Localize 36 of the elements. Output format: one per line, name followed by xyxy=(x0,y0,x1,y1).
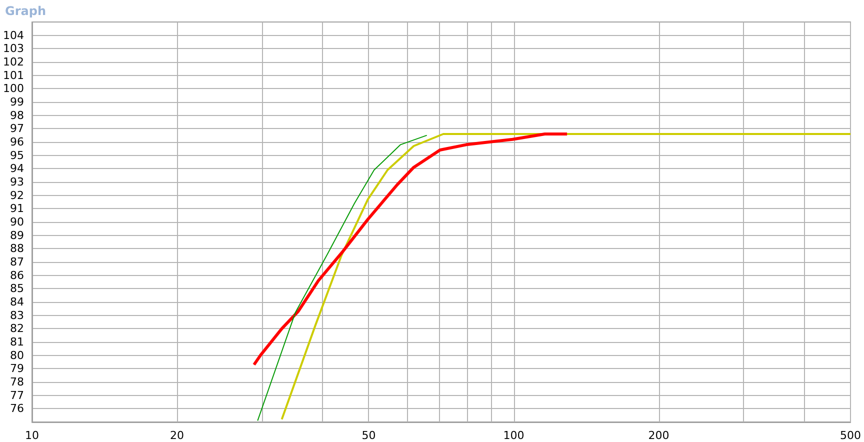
x-tick-label: 10 xyxy=(24,429,39,442)
y-tick-label: 82 xyxy=(10,322,24,336)
y-tick-label: 100 xyxy=(2,82,24,96)
y-tick-label: 77 xyxy=(10,388,24,402)
y-tick-label: 79 xyxy=(10,362,24,376)
x-tick-label: 500 xyxy=(840,429,861,442)
y-tick-label: 104 xyxy=(2,28,24,42)
y-tick-label: 96 xyxy=(10,136,24,148)
y-tick-label: 86 xyxy=(10,268,24,282)
y-tick-label: 101 xyxy=(2,68,24,82)
x-tick-label: 100 xyxy=(503,429,524,442)
y-tick-label: 88 xyxy=(10,242,24,256)
y-tick-label: 83 xyxy=(10,308,24,322)
y-tick-label: 76 xyxy=(10,402,24,416)
y-tick-label: 95 xyxy=(10,148,24,162)
y-tick-label: 90 xyxy=(10,216,24,228)
y-tick-label: 87 xyxy=(10,256,24,268)
y-tick-label: 92 xyxy=(10,188,24,202)
x-tick-label: 200 xyxy=(648,429,670,442)
y-tick-label: 99 xyxy=(10,96,24,108)
y-tick-label: 80 xyxy=(10,348,24,362)
y-tick-label: 91 xyxy=(10,202,24,216)
y-tick-label: 78 xyxy=(10,376,24,388)
y-tick-label: 84 xyxy=(10,296,24,308)
y-tick-label: 89 xyxy=(10,228,24,242)
y-tick-label: 94 xyxy=(10,162,24,176)
y-tick-label: 97 xyxy=(10,122,24,136)
x-tick-label: 50 xyxy=(362,429,376,442)
y-tick-label: 85 xyxy=(10,282,24,296)
y-tick-label: 98 xyxy=(10,108,24,122)
y-tick-label: 102 xyxy=(2,56,24,68)
y-tick-label: 93 xyxy=(10,176,24,188)
y-tick-label: 103 xyxy=(2,42,24,56)
x-tick-label: 20 xyxy=(170,429,184,442)
chart-title: Graph xyxy=(5,4,46,18)
y-tick-label: 81 xyxy=(10,336,24,348)
